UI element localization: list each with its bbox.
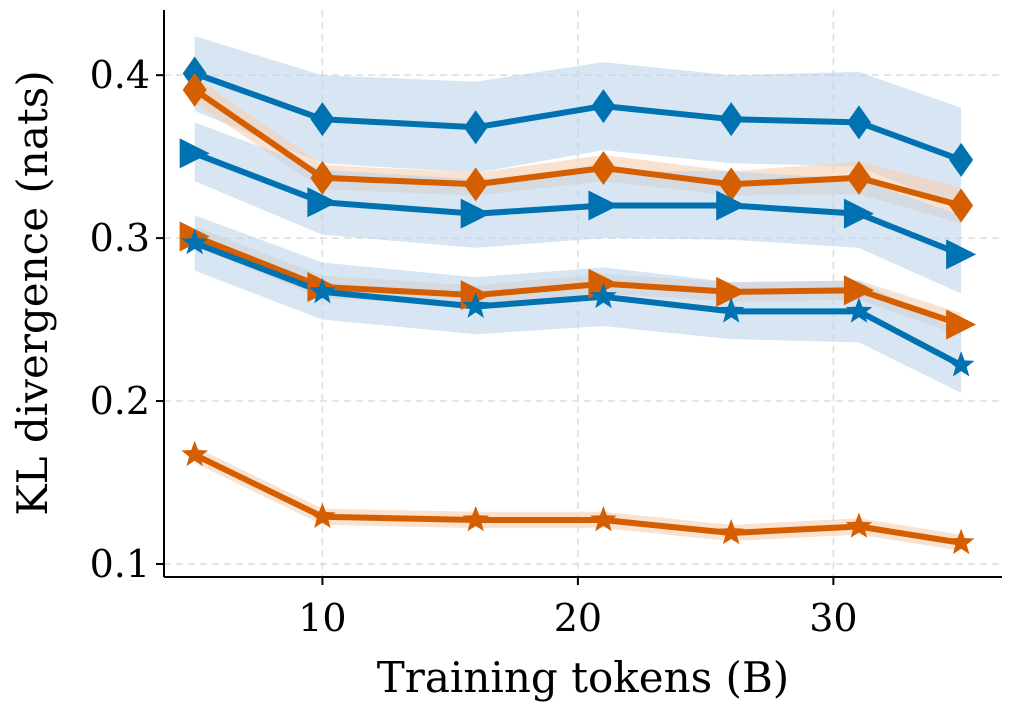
star-marker (590, 282, 617, 309)
star-marker (947, 528, 975, 555)
star-marker (181, 229, 208, 255)
star-marker (462, 292, 489, 318)
triangle-marker (307, 187, 338, 218)
triangle-marker (946, 239, 977, 270)
y-tick-label: 0.3 (90, 216, 150, 260)
star-marker (590, 506, 617, 532)
diamond-marker (719, 102, 744, 137)
triangle-marker (946, 309, 977, 340)
diamond-marker (463, 110, 488, 145)
series-band (194, 36, 962, 209)
axis-ticks: 10 20 30 0.1 0.2 0.3 0.4 (90, 53, 858, 640)
series-band (194, 215, 962, 393)
star-marker (947, 351, 975, 377)
star-marker (717, 297, 745, 323)
y-tick-label: 0.2 (90, 379, 150, 423)
y-tick-label: 0.1 (90, 542, 150, 586)
triangle-marker (179, 138, 210, 169)
triangle-marker (843, 198, 874, 229)
star-marker (717, 519, 745, 545)
diamond-marker (846, 105, 871, 140)
diamond-marker (591, 151, 616, 186)
triangle-marker (843, 275, 874, 306)
star-marker (462, 506, 489, 532)
diamond-marker (310, 160, 335, 195)
series-band (194, 446, 962, 551)
x-tick-label: 20 (554, 596, 602, 640)
diamond-marker (591, 89, 616, 124)
series-markers (179, 56, 977, 555)
diamond-marker (949, 188, 974, 223)
x-tick-label: 10 (298, 596, 346, 640)
star-marker (309, 277, 336, 304)
star-marker (181, 440, 208, 467)
triangle-marker (588, 190, 619, 221)
diamond-marker (949, 142, 974, 177)
triangle-marker (716, 190, 747, 221)
diamond-marker (719, 167, 744, 202)
diamond-marker (310, 102, 335, 137)
diamond-marker (463, 167, 488, 202)
y-axis-label: KL divergence (nats) (8, 70, 57, 515)
x-axis-label: Training tokens (B) (377, 653, 789, 702)
x-tick-label: 30 (809, 596, 857, 640)
triangle-marker (460, 198, 491, 229)
star-marker (845, 512, 873, 538)
diamond-marker (846, 160, 871, 195)
axes (163, 10, 1002, 578)
star-marker (309, 502, 336, 528)
triangle-marker (716, 276, 747, 307)
star-marker (845, 297, 873, 323)
diamond-marker (182, 72, 207, 107)
y-tick-label: 0.4 (90, 53, 150, 97)
